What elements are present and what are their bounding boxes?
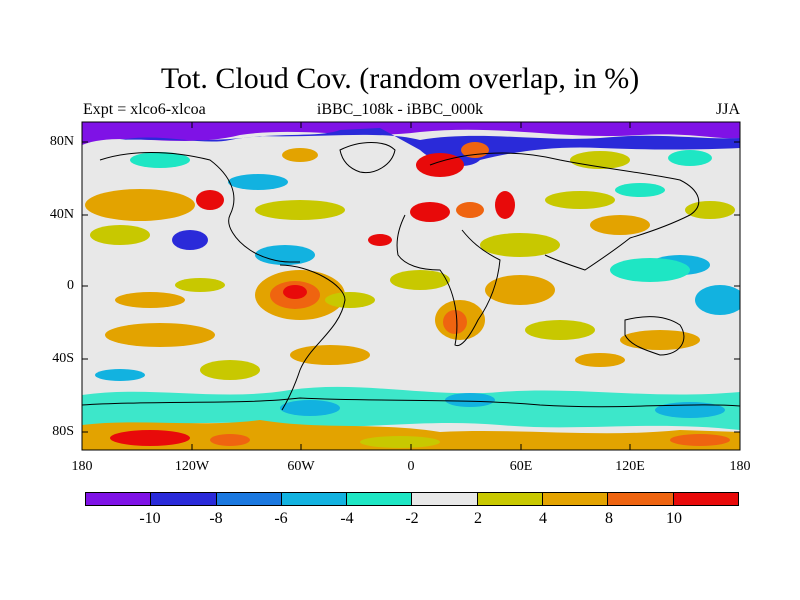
colorbar-swatch [477, 493, 544, 505]
colorbar-swatch [412, 493, 478, 505]
lon-label-60e: 60E [509, 459, 533, 474]
colorbar-swatch [608, 493, 674, 505]
lat-label-40n: 40N [49, 207, 74, 222]
lon-label-180w: 180 [71, 459, 93, 474]
lon-label-120e: 120E [615, 459, 645, 474]
colorbar-swatch [86, 493, 152, 505]
colorbar-label: 4 [539, 510, 547, 527]
experiment-label: Expt = xlco6-xlcoa [83, 101, 206, 118]
lat-label-80n: 80N [49, 134, 74, 149]
colorbar-label: -8 [209, 510, 223, 527]
colorbar-swatch [281, 493, 348, 505]
colorbar-label: -10 [139, 510, 161, 527]
comparison-label: iBBC_108k - iBBC_000k [316, 101, 484, 118]
axis-ticks [81, 122, 741, 450]
lat-label-eq: 0 [67, 278, 74, 293]
lon-label-180e: 180 [729, 459, 751, 474]
colorbar-swatch [151, 493, 217, 505]
lat-label-80s: 80S [52, 424, 74, 439]
colorbar-label: 10 [666, 510, 682, 527]
colorbar-swatch [216, 493, 282, 505]
lat-label-40s: 40S [52, 351, 74, 366]
colorbar-label: 2 [474, 510, 482, 527]
colorbar-label: 8 [605, 510, 613, 527]
coastlines [82, 142, 740, 411]
lon-label-120w: 120W [174, 459, 210, 474]
anomaly-field [82, 122, 740, 450]
colorbar-swatch [347, 493, 413, 505]
lon-label-60w: 60W [287, 459, 315, 474]
plot-title: Tot. Cloud Cov. (random overlap, in %) [160, 62, 640, 95]
colorbar-label: -4 [340, 510, 354, 527]
lon-label-0: 0 [407, 459, 415, 474]
colorbar [85, 492, 739, 506]
colorbar-label: -6 [274, 510, 288, 527]
season-label: JJA [715, 101, 740, 118]
colorbar-swatch [673, 493, 738, 505]
colorbar-label: -2 [405, 510, 419, 527]
colorbar-swatch [543, 493, 609, 505]
